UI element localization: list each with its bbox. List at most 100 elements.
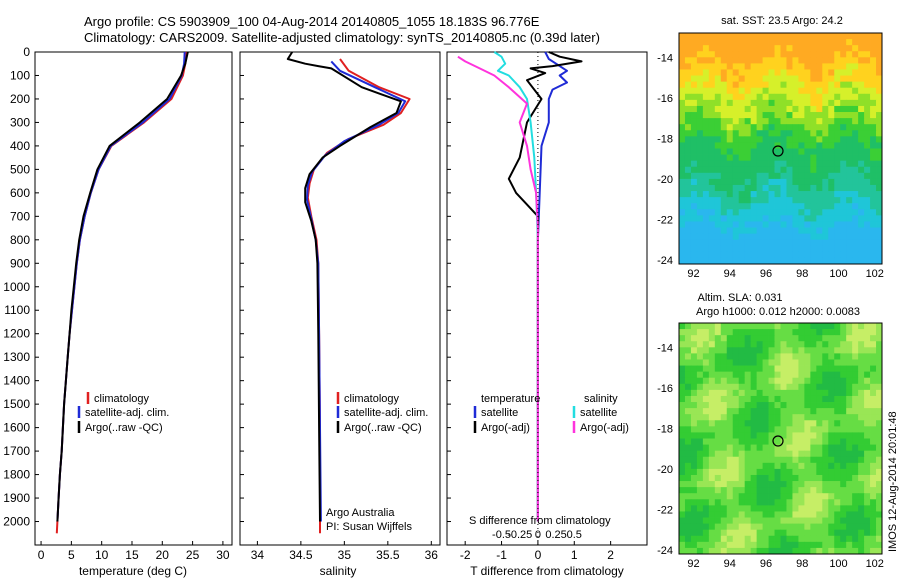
map-cell <box>840 535 847 543</box>
s-tick-label: -0.5 <box>492 529 511 541</box>
map-cell <box>714 209 722 216</box>
map-cell <box>679 517 686 525</box>
map-cell <box>690 529 698 537</box>
map-cell <box>702 529 710 537</box>
map-cell <box>750 118 758 125</box>
map-cell <box>816 57 823 64</box>
difference-series <box>457 51 583 545</box>
map-cell <box>702 359 710 366</box>
map-cell <box>732 257 740 265</box>
map-cell <box>822 468 829 476</box>
map-cell <box>840 191 847 198</box>
map-cell <box>702 93 710 101</box>
map-cell <box>762 184 769 192</box>
map-cell <box>732 191 740 198</box>
map-cell <box>726 462 734 470</box>
map-cell <box>804 184 811 192</box>
map-cell <box>684 239 692 247</box>
map-cell <box>792 389 799 397</box>
map-cell <box>774 456 781 464</box>
map-cell <box>792 154 799 162</box>
map-cell <box>864 57 871 64</box>
map-cell <box>798 184 805 192</box>
map-cell <box>798 197 805 204</box>
map-cell <box>870 118 877 125</box>
map-cell <box>840 251 847 259</box>
map-cell <box>816 377 823 385</box>
map-cell <box>828 365 835 373</box>
map-cell <box>744 432 752 439</box>
map-cell <box>834 323 841 330</box>
map-cell <box>810 130 817 137</box>
map-cell <box>738 511 746 518</box>
map-cell <box>876 481 883 488</box>
map-cell <box>708 365 716 373</box>
map-cell <box>714 251 722 259</box>
map-cell <box>738 481 746 488</box>
map-cell <box>840 547 847 555</box>
map-cell <box>726 178 734 186</box>
map-cell <box>876 353 883 360</box>
map-cell <box>786 517 793 525</box>
map-cell <box>774 148 781 155</box>
map-cell <box>756 395 763 403</box>
map-cell <box>732 426 740 433</box>
map-cell <box>864 203 871 210</box>
map-cell <box>756 499 763 506</box>
map-cell <box>876 487 883 494</box>
map-cell <box>744 529 752 537</box>
map-cell <box>750 51 758 58</box>
map-cell <box>786 523 793 531</box>
map-cell <box>798 462 805 470</box>
map-cell <box>679 389 686 397</box>
x-tick-label: 20 <box>156 548 170 562</box>
map-cell <box>774 402 781 409</box>
map-cell <box>714 148 722 155</box>
map-cell <box>774 450 781 458</box>
map-cell <box>720 426 728 433</box>
map-cell <box>840 69 847 76</box>
map-cell <box>798 124 805 131</box>
map-cell <box>810 462 817 470</box>
x-tick-label: 2 <box>607 548 614 562</box>
map-cell <box>684 347 692 354</box>
map-cell <box>714 203 722 210</box>
map-cell <box>834 105 841 113</box>
map-cell <box>750 335 758 342</box>
map-cell <box>684 75 692 83</box>
map-cell <box>714 468 722 476</box>
map-cell <box>690 257 698 265</box>
map-cell <box>846 335 853 342</box>
map-cell <box>774 112 781 119</box>
map-cell <box>846 402 853 409</box>
map-cell <box>804 529 811 537</box>
sla-map-image <box>679 323 883 555</box>
map-cell <box>870 462 877 470</box>
map-cell <box>876 172 883 180</box>
map-cell <box>768 63 775 70</box>
map-cell <box>822 93 829 101</box>
map-cell <box>858 535 865 543</box>
map-cell <box>852 154 859 162</box>
map-cell <box>744 329 752 336</box>
map-cell <box>876 371 883 379</box>
map-cell <box>714 63 722 70</box>
map-cell <box>720 359 728 366</box>
map-cell <box>708 481 716 488</box>
map-cell <box>690 33 698 40</box>
map-cell <box>792 511 799 518</box>
map-cell <box>744 166 752 174</box>
map-cell <box>792 335 799 342</box>
map-cell <box>798 203 805 210</box>
map-cell <box>774 63 781 70</box>
map-cell <box>792 432 799 439</box>
map-cell <box>679 474 686 482</box>
map-cell <box>870 203 877 210</box>
map-cell <box>684 456 692 464</box>
map-cell <box>876 389 883 397</box>
map-cell <box>852 184 859 192</box>
map-cell <box>714 505 722 512</box>
depth-tick-label: 800 <box>10 233 30 247</box>
map-cell <box>750 517 758 525</box>
map-cell <box>858 99 865 107</box>
